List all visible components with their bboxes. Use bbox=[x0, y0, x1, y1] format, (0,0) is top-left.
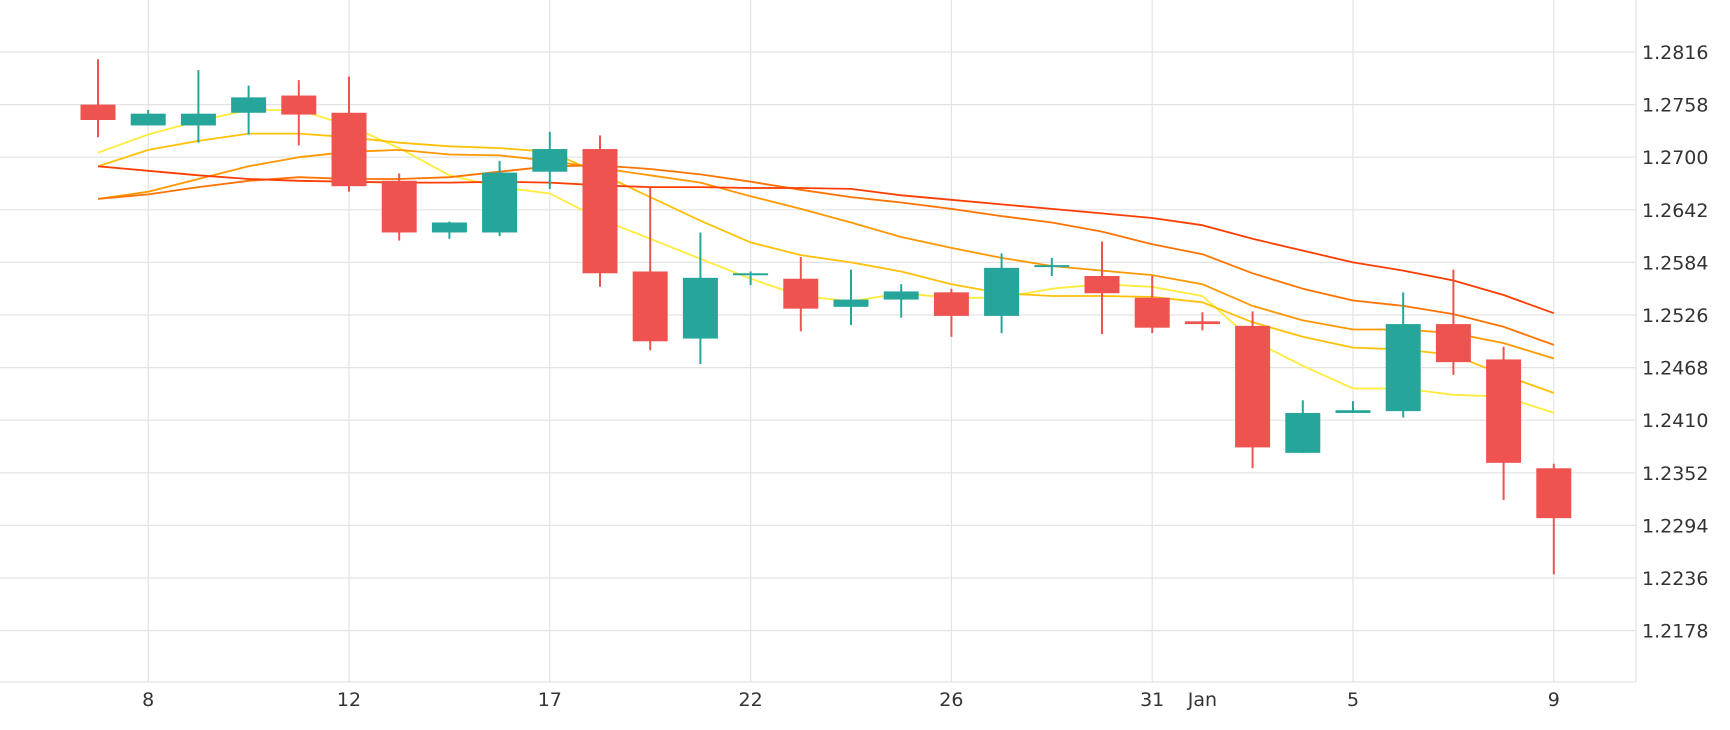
y-tick-label: 1.2642 bbox=[1642, 200, 1708, 222]
candle-body-up bbox=[180, 113, 216, 126]
candle-body-up bbox=[482, 172, 518, 233]
candle-body-up bbox=[682, 277, 718, 339]
x-tick-label: 9 bbox=[1548, 689, 1560, 711]
y-tick-label: 1.2410 bbox=[1642, 410, 1708, 432]
candle-body-down bbox=[80, 104, 116, 121]
series-line-4 bbox=[97, 164, 1555, 346]
candle-body-up bbox=[532, 149, 568, 172]
candle-body-up bbox=[833, 299, 869, 307]
candle-body-down bbox=[1536, 468, 1572, 519]
x-tick-label: 22 bbox=[739, 689, 763, 711]
y-tick-label: 1.2468 bbox=[1642, 358, 1708, 380]
y-tick-label: 1.2584 bbox=[1642, 252, 1708, 274]
candle-body-down bbox=[632, 271, 668, 342]
candle-body-down bbox=[1486, 359, 1522, 463]
x-tick-label: 12 bbox=[337, 689, 361, 711]
y-tick-label: 1.2816 bbox=[1642, 42, 1708, 64]
candle-body-down bbox=[1084, 276, 1120, 294]
x-tick-label: 8 bbox=[142, 689, 154, 711]
candle-body-down bbox=[933, 292, 969, 316]
y-tick-label: 1.2352 bbox=[1642, 463, 1708, 485]
candle-body-up bbox=[231, 97, 267, 113]
candle-body-down bbox=[1235, 325, 1271, 448]
candle-body-down bbox=[1435, 324, 1471, 363]
candle-body-up bbox=[431, 222, 467, 233]
x-tick-label: Jan bbox=[1187, 689, 1217, 711]
candle-body-down bbox=[582, 149, 618, 274]
candle-body-down bbox=[331, 112, 367, 187]
candle-body-up bbox=[1034, 265, 1070, 268]
candle-body-down bbox=[1184, 321, 1220, 325]
x-tick-label: 17 bbox=[538, 689, 562, 711]
x-tick-label: 5 bbox=[1347, 689, 1359, 711]
candle-body-up bbox=[733, 273, 769, 276]
candle-body-down bbox=[381, 180, 417, 233]
series-line-5 bbox=[97, 165, 1555, 315]
candle-body-up bbox=[130, 113, 166, 126]
candle-body-up bbox=[1335, 410, 1371, 413]
y-tick-label: 1.2294 bbox=[1642, 515, 1708, 537]
series-line-2 bbox=[97, 132, 1555, 394]
y-tick-label: 1.2178 bbox=[1642, 621, 1708, 643]
y-tick-label: 1.2526 bbox=[1642, 305, 1708, 327]
candle-body-up bbox=[883, 291, 919, 300]
y-tick-label: 1.2758 bbox=[1642, 95, 1708, 117]
candle-body-down bbox=[783, 278, 819, 309]
candle-body-down bbox=[1134, 297, 1170, 328]
y-tick-label: 1.2236 bbox=[1642, 568, 1708, 590]
candle-body-down bbox=[281, 95, 317, 115]
x-tick-label: 26 bbox=[939, 689, 963, 711]
candle-body-up bbox=[1385, 324, 1421, 412]
y-tick-label: 1.2700 bbox=[1642, 147, 1708, 169]
candle-body-up bbox=[984, 267, 1020, 316]
candle-body-up bbox=[1285, 412, 1321, 453]
x-tick-label: 31 bbox=[1140, 689, 1164, 711]
